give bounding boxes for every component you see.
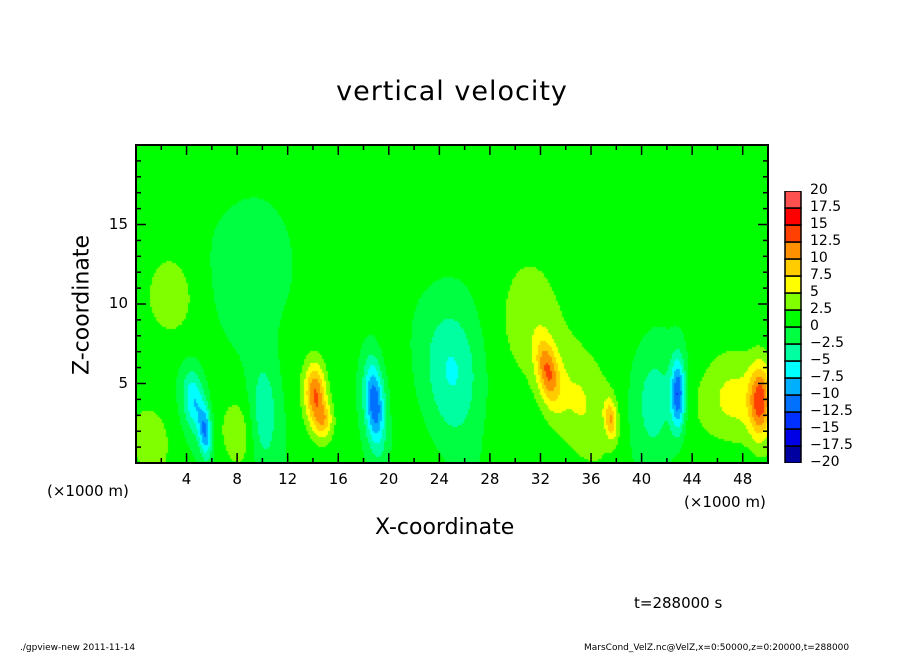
colorbar-bin [784, 275, 802, 294]
colorbar-label: 12.5 [810, 233, 842, 249]
colorbar-bin [784, 207, 802, 226]
colorbar-bin [784, 411, 802, 430]
velocity-field [136, 145, 768, 463]
colorbar-label: −17.5 [810, 437, 853, 453]
x-tick-label: 40 [632, 470, 652, 488]
y-tick-label: 5 [118, 373, 128, 392]
colorbar-label: 7.5 [810, 267, 833, 283]
colorbar-label: 15 [810, 216, 828, 232]
x-tick-label: 44 [682, 470, 702, 488]
colorbar-bin [784, 343, 802, 362]
colorbar-bin [784, 191, 802, 209]
colorbar-bin [784, 377, 802, 396]
axes-frame [135, 144, 769, 464]
colorbar-label: −2.5 [810, 335, 844, 351]
plot-area [135, 144, 769, 464]
footer-left: ./gpview-new 2011-11-14 [20, 643, 136, 653]
colorbar-bin [784, 224, 802, 243]
colorbar-bin [784, 428, 802, 447]
colorbar-bin [784, 394, 802, 413]
footer-right: MarsCond_VelZ.nc@VelZ,x=0:50000,z=0:2000… [584, 643, 850, 653]
y-tick-label: 10 [108, 294, 128, 312]
colorbar-label: 0 [810, 318, 819, 334]
colorbar-bin [784, 241, 802, 260]
x-tick-label: 4 [181, 470, 192, 488]
time-label: t=288000 s [634, 594, 723, 612]
x-tick-label: 8 [232, 470, 242, 488]
colorbar-label: −15 [810, 420, 840, 436]
colorbar-label: 17.5 [810, 199, 842, 215]
plot-frame [135, 144, 769, 464]
x-unit-label-right: (×1000 m) [684, 493, 766, 511]
colorbar-label: 5 [810, 284, 819, 300]
colorbar-label: −5 [810, 352, 831, 368]
x-unit-label-left: (×1000 m) [47, 482, 129, 500]
x-axis-label: X-coordinate [375, 515, 515, 540]
colorbar-bin [784, 292, 802, 311]
colorbar-label: −10 [810, 386, 840, 402]
x-tick-label: 36 [581, 470, 601, 488]
chart-title: vertical velocity [336, 76, 568, 107]
colorbar-bin [784, 445, 802, 463]
x-tick-label: 48 [733, 470, 753, 488]
colorbar-bin [784, 326, 802, 345]
colorbar-label: 2.5 [810, 301, 833, 317]
x-tick-label: 20 [379, 470, 399, 488]
colorbar-bin [784, 309, 802, 328]
colorbar-label: 20 [810, 182, 828, 198]
colorbar [784, 191, 802, 463]
x-tick-label: 12 [278, 470, 298, 488]
colorbar-label: −7.5 [810, 369, 844, 385]
x-tick-label: 16 [328, 470, 348, 488]
y-axis-label: Z-coordinate [69, 235, 95, 375]
x-tick-label: 32 [530, 470, 551, 488]
x-tick-label: 24 [429, 470, 449, 488]
colorbar-label: −12.5 [810, 403, 853, 419]
colorbar-label: 10 [810, 250, 828, 266]
colorbar-bin [784, 360, 802, 379]
y-tick-label: 15 [108, 214, 128, 233]
colorbar-bin [784, 258, 802, 277]
colorbar-label: −20 [810, 454, 840, 470]
x-tick-label: 28 [480, 470, 500, 488]
